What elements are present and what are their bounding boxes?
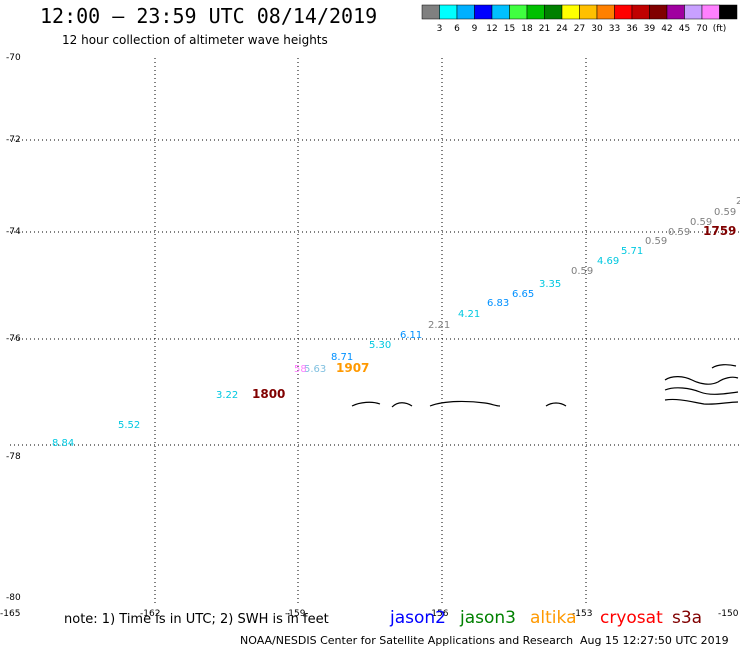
wave-height-label: 0.59	[668, 227, 690, 238]
legend-cryosat: cryosat	[600, 608, 663, 628]
page-title: 12:00 — 23:59 UTC 08/14/2019	[40, 4, 378, 28]
colorbar-label: 33	[609, 24, 620, 34]
colorbar-label: 42	[661, 24, 672, 34]
wave-height-label: 4.21	[458, 309, 480, 320]
colorbar-swatch	[439, 4, 458, 20]
colorbar-label: 9	[472, 24, 478, 34]
colorbar-swatch	[421, 4, 440, 20]
colorbar: 3 6 9 12 15 18 21 24 27 30 33 36 39 42 45 70 (ft)	[421, 4, 738, 34]
colorbar-label: 30	[591, 24, 603, 34]
colorbar-label: 3	[437, 24, 443, 34]
time-label: 1759	[703, 224, 736, 238]
wave-height-label: 6.11	[400, 330, 422, 341]
colorbar-swatch	[491, 4, 510, 20]
wave-height-label: 0.59	[714, 207, 736, 218]
x-axis-label: -159	[285, 609, 306, 619]
y-axis-label: -78	[6, 452, 21, 462]
colorbar-label: (ft)	[713, 24, 727, 34]
colorbar-label: 21	[539, 24, 550, 34]
coastline-segment	[664, 376, 739, 385]
coastline-segment	[351, 401, 381, 407]
colorbar-swatch	[544, 4, 563, 20]
coastline-segment	[391, 402, 413, 408]
y-axis-label: -70	[6, 53, 21, 63]
wave-height-label: 5.63	[304, 364, 326, 375]
map-grid	[10, 58, 740, 604]
wave-height-label: 6.83	[487, 298, 509, 309]
wave-height-label: 5.52	[118, 420, 140, 431]
x-axis-label: -165	[0, 609, 20, 619]
colorbar-swatch	[509, 4, 528, 20]
generated-timestamp: Aug 15 12:27:50 UTC 2019	[580, 634, 729, 647]
y-axis-label: -80	[6, 593, 21, 603]
credit-line: NOAA/NESDIS Center for Satellite Applica…	[240, 634, 574, 647]
legend-jason2: jason2	[390, 608, 446, 628]
wave-height-label: 2.21	[428, 320, 450, 331]
colorbar-swatch	[614, 4, 633, 20]
page-subtitle: 12 hour collection of altimeter wave hei…	[62, 33, 328, 47]
wave-height-label: 8.71	[331, 352, 353, 363]
wave-height-label: 6.65	[512, 289, 534, 300]
colorbar-swatch	[631, 4, 650, 20]
wave-height-label: 0.59	[645, 236, 667, 247]
x-axis-label: -156	[428, 609, 449, 619]
wave-height-label: 2	[736, 196, 740, 207]
coastline-segment	[429, 400, 501, 407]
x-axis-label: -150	[718, 609, 739, 619]
legend-altika: altika	[530, 608, 577, 628]
colorbar-swatch	[561, 4, 580, 20]
wave-height-label: 4.69	[597, 256, 619, 267]
x-axis-label: -162	[140, 609, 160, 619]
time-label: 1907	[336, 361, 369, 375]
colorbar-swatch	[579, 4, 598, 20]
colorbar-label: 15	[504, 24, 515, 34]
wave-height-label: 3.35	[539, 279, 561, 290]
coastline-segment	[664, 398, 739, 405]
wave-height-label: 0.59	[690, 217, 712, 228]
y-axis-label: -76	[6, 334, 21, 344]
legend-s3a: s3a	[672, 608, 703, 628]
colorbar-swatch	[596, 4, 615, 20]
colorbar-swatch	[649, 4, 668, 20]
x-axis-label: -153	[572, 609, 592, 619]
colorbar-label: 39	[644, 24, 656, 34]
colorbar-label: 6	[454, 24, 460, 34]
colorbar-swatch	[474, 4, 493, 20]
coastline-segment	[545, 402, 567, 407]
wave-height-label: 58	[294, 364, 307, 375]
colorbar-label: 27	[574, 24, 585, 34]
axis-labels: -70 -72 -74 -76 -78 -80 -165 -162 -159 -156 -153 -1…	[0, 53, 739, 619]
colorbar-label: 70	[696, 24, 708, 34]
wave-height-label: 3.22	[216, 390, 238, 401]
wave-height-label: 5.71	[621, 246, 643, 257]
colorbar-swatch	[701, 4, 720, 20]
colorbar-swatch	[719, 4, 738, 20]
colorbar-label: 18	[521, 24, 533, 34]
colorbar-swatch	[526, 4, 545, 20]
time-label: 1800	[252, 387, 285, 401]
colorbar-swatch	[666, 4, 685, 20]
colorbar-label: 24	[556, 24, 568, 34]
colorbar-label: 45	[679, 24, 690, 34]
wave-height-label: 8.84	[52, 438, 74, 449]
footer-note: note: 1) Time is in UTC; 2) SWH is in fe…	[64, 612, 329, 627]
wave-height-label: 5.30	[369, 340, 391, 351]
colorbar-label: 12	[486, 24, 497, 34]
wave-height-label: 0.59	[571, 266, 593, 277]
y-axis-label: -72	[6, 135, 21, 145]
colorbar-swatch	[684, 4, 703, 20]
coastline	[351, 364, 739, 408]
coastline-segment	[664, 387, 739, 395]
colorbar-swatch	[456, 4, 475, 20]
coastline-segment	[711, 364, 737, 369]
colorbar-label: 36	[626, 24, 638, 34]
y-axis-label: -74	[6, 227, 21, 237]
legend-jason3: jason3	[460, 608, 516, 628]
